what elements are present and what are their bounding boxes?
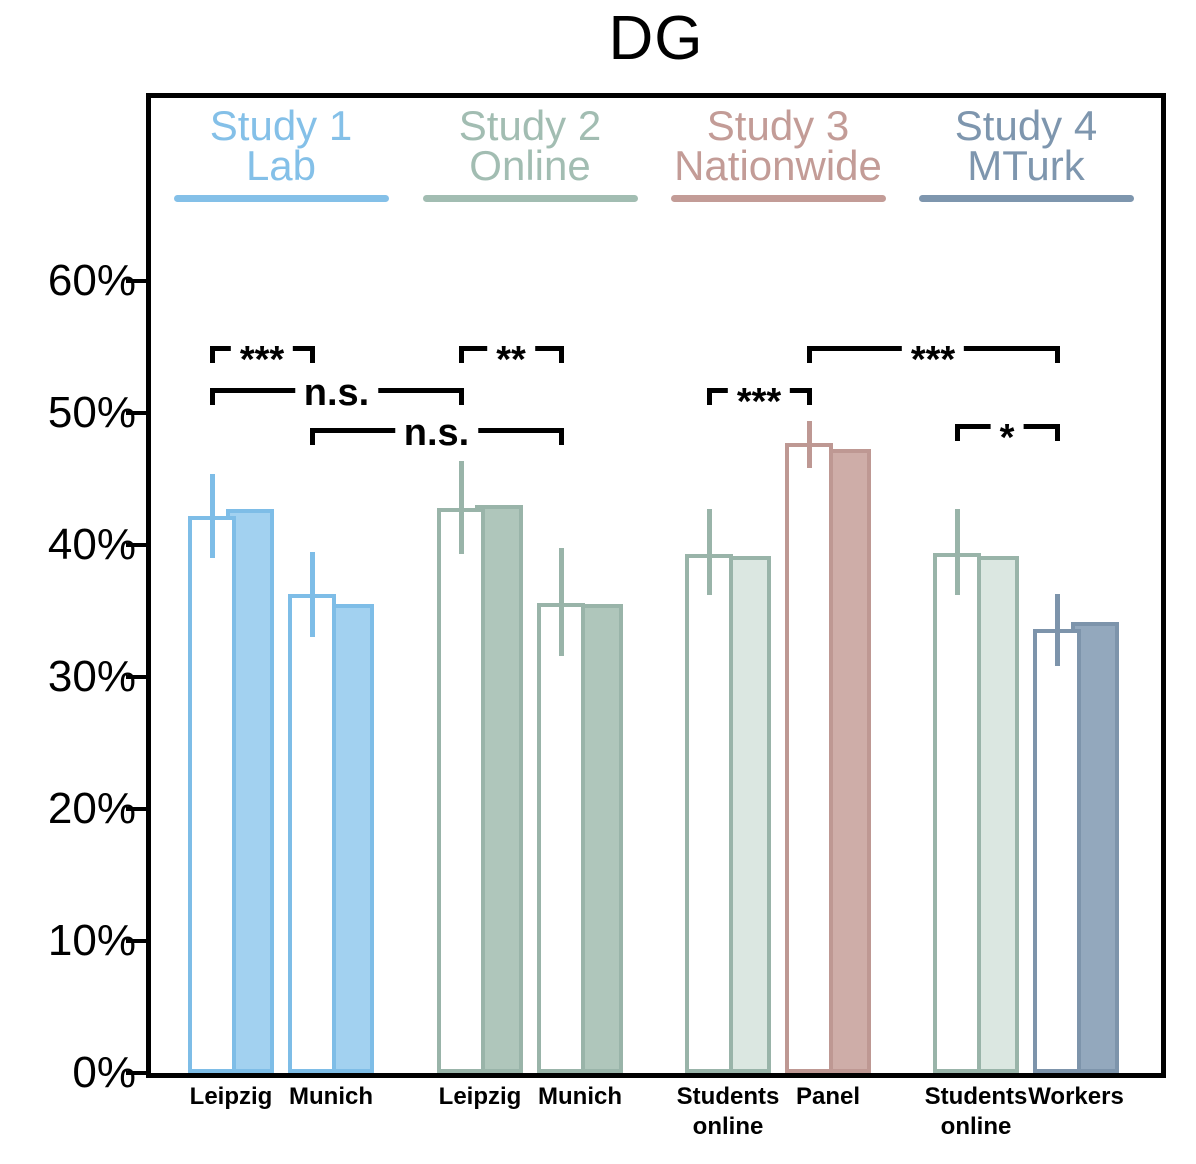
chart-title: DG <box>608 4 704 73</box>
y-axis-tick-mark <box>126 1071 147 1075</box>
significance-bracket-2: n.s. <box>209 373 464 412</box>
significance-bracket-7: * <box>954 418 1060 457</box>
error-bar-s4-students <box>954 509 960 596</box>
significance-bracket-6: *** <box>806 340 1060 379</box>
study-underline-s4 <box>918 195 1134 202</box>
y-axis-tick-label: 0% <box>72 1048 136 1097</box>
bar-outlined-s1-munich <box>288 593 336 1073</box>
significance-bracket-5: *** <box>706 382 812 421</box>
x-axis-label-s3-panel: Panel <box>795 1083 861 1110</box>
significance-label-1: *** <box>230 340 294 379</box>
significance-label-3: n.s. <box>394 413 479 452</box>
study-header-s2: Study 2 Online <box>458 102 602 189</box>
plot-area: Study 1 Lab Study 2 Online Study 3 Nationw… <box>146 93 1166 1078</box>
y-axis-tick-mark <box>126 279 147 283</box>
x-axis-label-s4-students: Students online <box>924 1083 1028 1140</box>
x-axis-label-s3-students: Students online <box>676 1083 780 1140</box>
bar-outlined-s3-students <box>685 554 733 1073</box>
significance-label-5: *** <box>727 382 791 421</box>
error-bar-s4-workers <box>1054 593 1060 667</box>
y-axis-tick-label: 10% <box>47 916 136 965</box>
bar-outlined-s3-panel <box>785 443 833 1073</box>
study-underline-s1 <box>173 195 389 202</box>
y-axis-tick-label: 50% <box>47 388 136 437</box>
error-bar-s2-leipzig <box>458 460 464 555</box>
y-axis-tick-mark <box>126 675 147 679</box>
bar-outlined-s4-workers <box>1033 629 1081 1073</box>
significance-bracket-3: n.s. <box>309 413 564 452</box>
significance-label-4: ** <box>487 340 535 379</box>
bar-outlined-s2-leipzig <box>437 508 485 1073</box>
x-axis-label-s1-munich: Munich <box>289 1083 373 1110</box>
y-axis-tick-label: 20% <box>47 784 136 833</box>
y-axis-tick-mark <box>126 411 147 415</box>
bar-outlined-s4-students <box>933 552 981 1073</box>
study-header-s4: Study 4 MTurk <box>954 102 1098 189</box>
error-bar-s3-panel <box>806 420 812 469</box>
error-bar-s1-leipzig <box>209 473 215 559</box>
bar-outlined-s1-leipzig <box>188 515 236 1073</box>
error-bar-s3-students <box>706 509 712 596</box>
study-header-s3: Study 3 Nationwide <box>674 102 882 189</box>
study-header-s1: Study 1 Lab <box>209 102 353 189</box>
significance-bracket-1: *** <box>209 340 315 379</box>
bar-outlined-s2-munich <box>537 603 585 1073</box>
study-underline-s3 <box>670 195 886 202</box>
x-axis-label-s4-workers: Workers <box>1028 1083 1124 1110</box>
significance-bracket-4: ** <box>458 340 564 379</box>
y-axis-tick-label: 40% <box>47 520 136 569</box>
significance-label-2: n.s. <box>294 373 379 412</box>
y-axis-tick-label: 30% <box>47 652 136 701</box>
significance-label-7: * <box>990 418 1024 457</box>
error-bar-s1-munich <box>309 551 315 638</box>
y-axis-tick-mark <box>126 939 147 943</box>
x-axis-label-s2-munich: Munich <box>538 1083 622 1110</box>
x-axis-label-s2-leipzig: Leipzig <box>438 1083 522 1110</box>
significance-label-6: *** <box>901 340 965 379</box>
error-bar-s2-munich <box>558 547 564 656</box>
y-axis-tick-mark <box>126 543 147 547</box>
y-axis-tick-label: 60% <box>47 256 136 305</box>
y-axis-tick-mark <box>126 807 147 811</box>
x-axis-label-s1-leipzig: Leipzig <box>189 1083 273 1110</box>
study-underline-s2 <box>422 195 638 202</box>
